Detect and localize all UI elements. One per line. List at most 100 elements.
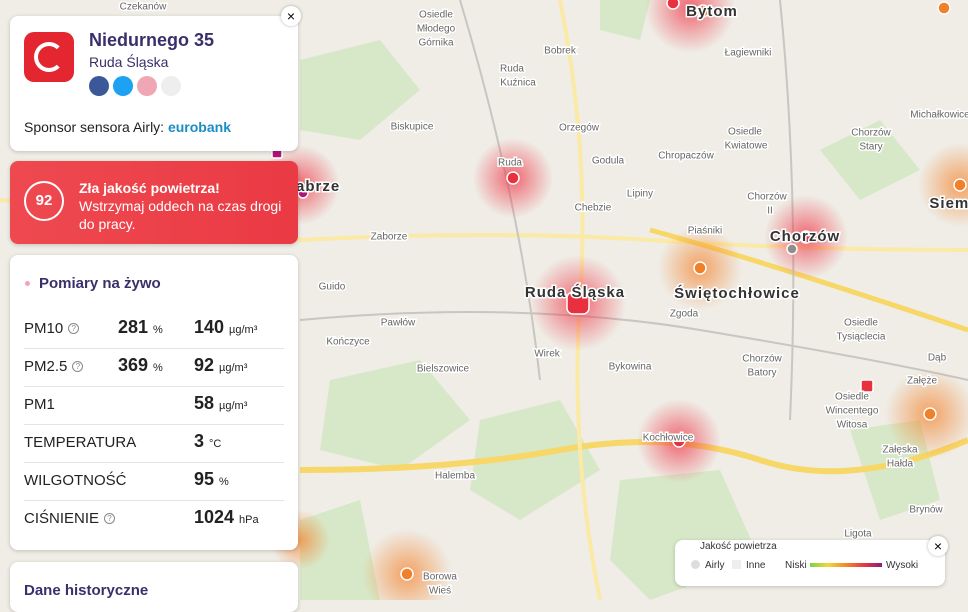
- map-label: Górnika: [418, 38, 453, 49]
- map-label: Zabrze: [286, 178, 340, 195]
- value-unit: µg/m³: [219, 400, 248, 412]
- measurement-name: CIŚNIENIE?: [24, 510, 116, 527]
- map-label: Załęże: [907, 376, 937, 387]
- air-quality-heat: [260, 0, 968, 600]
- value-unit: µg/m³: [229, 324, 258, 336]
- sensor-marker[interactable]: [672, 434, 686, 448]
- measurement-percent: 281%: [118, 317, 163, 338]
- map-label: Chebzie: [575, 203, 612, 214]
- map-label: Świętochłowice: [674, 284, 800, 302]
- facebook-button[interactable]: [89, 76, 109, 96]
- twitter-button[interactable]: [113, 76, 133, 96]
- percent-value: 369: [118, 355, 149, 375]
- sensor-marker[interactable]: [506, 171, 520, 185]
- measurement-row: PM1 58 µg/m³: [24, 386, 284, 425]
- sensor-marker[interactable]: [953, 178, 967, 192]
- sensor-marker[interactable]: [799, 230, 813, 244]
- value-unit: µg/m³: [219, 362, 248, 374]
- close-button[interactable]: ×: [281, 6, 301, 26]
- legend-close-button[interactable]: ×: [928, 536, 948, 556]
- sensor-logo: [24, 32, 74, 82]
- sensor-marker[interactable]: [786, 243, 798, 255]
- measurement-value: 3 °C: [194, 431, 221, 452]
- info-icon[interactable]: ?: [68, 323, 80, 334]
- measurement-name: PM10?: [24, 320, 80, 337]
- value: 58: [194, 393, 215, 413]
- map-label: Wirek: [534, 349, 561, 360]
- map-label: Chorzów: [747, 192, 787, 203]
- map-label: Kuźnica: [500, 78, 536, 89]
- map-label: Osiedle: [835, 392, 869, 403]
- measurement-row: WILGOTNOŚĆ 95%: [24, 462, 284, 501]
- map-label: Witosa: [837, 420, 868, 431]
- measurements-title: Pomiary na żywo: [39, 275, 161, 292]
- map-label: Bytom: [686, 3, 738, 20]
- map-label: Chorzów: [742, 354, 782, 365]
- legend-other: Inne: [746, 560, 766, 571]
- measurement-value: 1024 hPa: [194, 507, 259, 528]
- sensor-marker[interactable]: [937, 1, 951, 15]
- caqi-index: 92: [24, 181, 64, 221]
- sensor-marker[interactable]: [696, 4, 710, 18]
- sensor-marker[interactable]: [400, 567, 414, 581]
- measurement-value: 95%: [194, 469, 229, 490]
- percent-unit: %: [153, 362, 163, 374]
- measurement-value: 58 µg/m³: [194, 393, 247, 414]
- map-label: Zaborze: [371, 232, 408, 243]
- value-unit: hPa: [239, 514, 259, 526]
- percent-unit: %: [153, 324, 163, 336]
- value: 3: [194, 431, 205, 451]
- measurement-row: PM2.5? 369% 92 µg/m³: [24, 348, 284, 387]
- map-label: Batory: [748, 368, 777, 379]
- map-label: Bobrek: [544, 46, 577, 57]
- measurement-row: TEMPERATURA 3 °C: [24, 424, 284, 463]
- map-label: Bielszowice: [417, 364, 470, 375]
- map-label: Guido: [319, 282, 346, 293]
- history-card[interactable]: Dane historyczne: [10, 562, 298, 612]
- legend-title: Jakość powietrza: [700, 541, 777, 552]
- map-label: Ligota: [844, 529, 872, 540]
- map-label: Lipiny: [627, 189, 653, 200]
- sensor-markers[interactable]: [271, 0, 967, 581]
- map-label: Osiedle: [419, 10, 453, 21]
- value: 1024: [194, 507, 235, 527]
- map-label: Stary: [859, 142, 882, 153]
- map-label: Chorzów: [851, 128, 891, 139]
- map-label: Tysiąclecia: [837, 332, 886, 343]
- value: 140: [194, 317, 225, 337]
- info-icon[interactable]: ?: [72, 361, 84, 372]
- copy-button[interactable]: [161, 76, 181, 96]
- measurement-value: 92 µg/m³: [194, 355, 247, 376]
- sensor-marker[interactable]: [860, 379, 874, 393]
- map-label: Hałda: [887, 459, 914, 470]
- sensor-marker[interactable]: [693, 261, 707, 275]
- sensor-marker[interactable]: [923, 407, 937, 421]
- info-icon[interactable]: ?: [104, 513, 116, 524]
- value-unit: %: [219, 476, 229, 488]
- sensor-marker[interactable]: [297, 187, 309, 199]
- measurement-label: PM1: [24, 396, 55, 413]
- sponsor-link[interactable]: eurobank: [167, 119, 231, 135]
- alert-message: Wstrzymaj oddech na czas drogi do pracy.: [79, 198, 282, 232]
- measurement-name: TEMPERATURA: [24, 434, 136, 451]
- legend-airly: Airly: [705, 560, 725, 571]
- measurement-label: PM10: [24, 320, 64, 337]
- legend-high: Wysoki: [886, 560, 919, 571]
- percent-value: 281: [118, 317, 149, 337]
- sensor-marker-selected[interactable]: [566, 291, 590, 315]
- map-label: Chorzów: [770, 228, 840, 245]
- map-label: Czekanów: [120, 2, 167, 13]
- map-label: Halemba: [435, 471, 475, 482]
- map-label: Chropaczów: [658, 151, 714, 162]
- map-label: Godula: [592, 156, 625, 167]
- measurement-label: WILGOTNOŚĆ: [24, 472, 127, 489]
- map-label: Brynów: [909, 505, 943, 516]
- favorite-button[interactable]: [137, 76, 157, 96]
- map-label: II: [767, 206, 773, 217]
- measurement-row: CIŚNIENIE? 1024 hPa: [24, 500, 284, 538]
- value-unit: °C: [209, 438, 222, 450]
- map-label: Osiedle: [728, 127, 762, 138]
- sensor-marker[interactable]: [666, 0, 680, 10]
